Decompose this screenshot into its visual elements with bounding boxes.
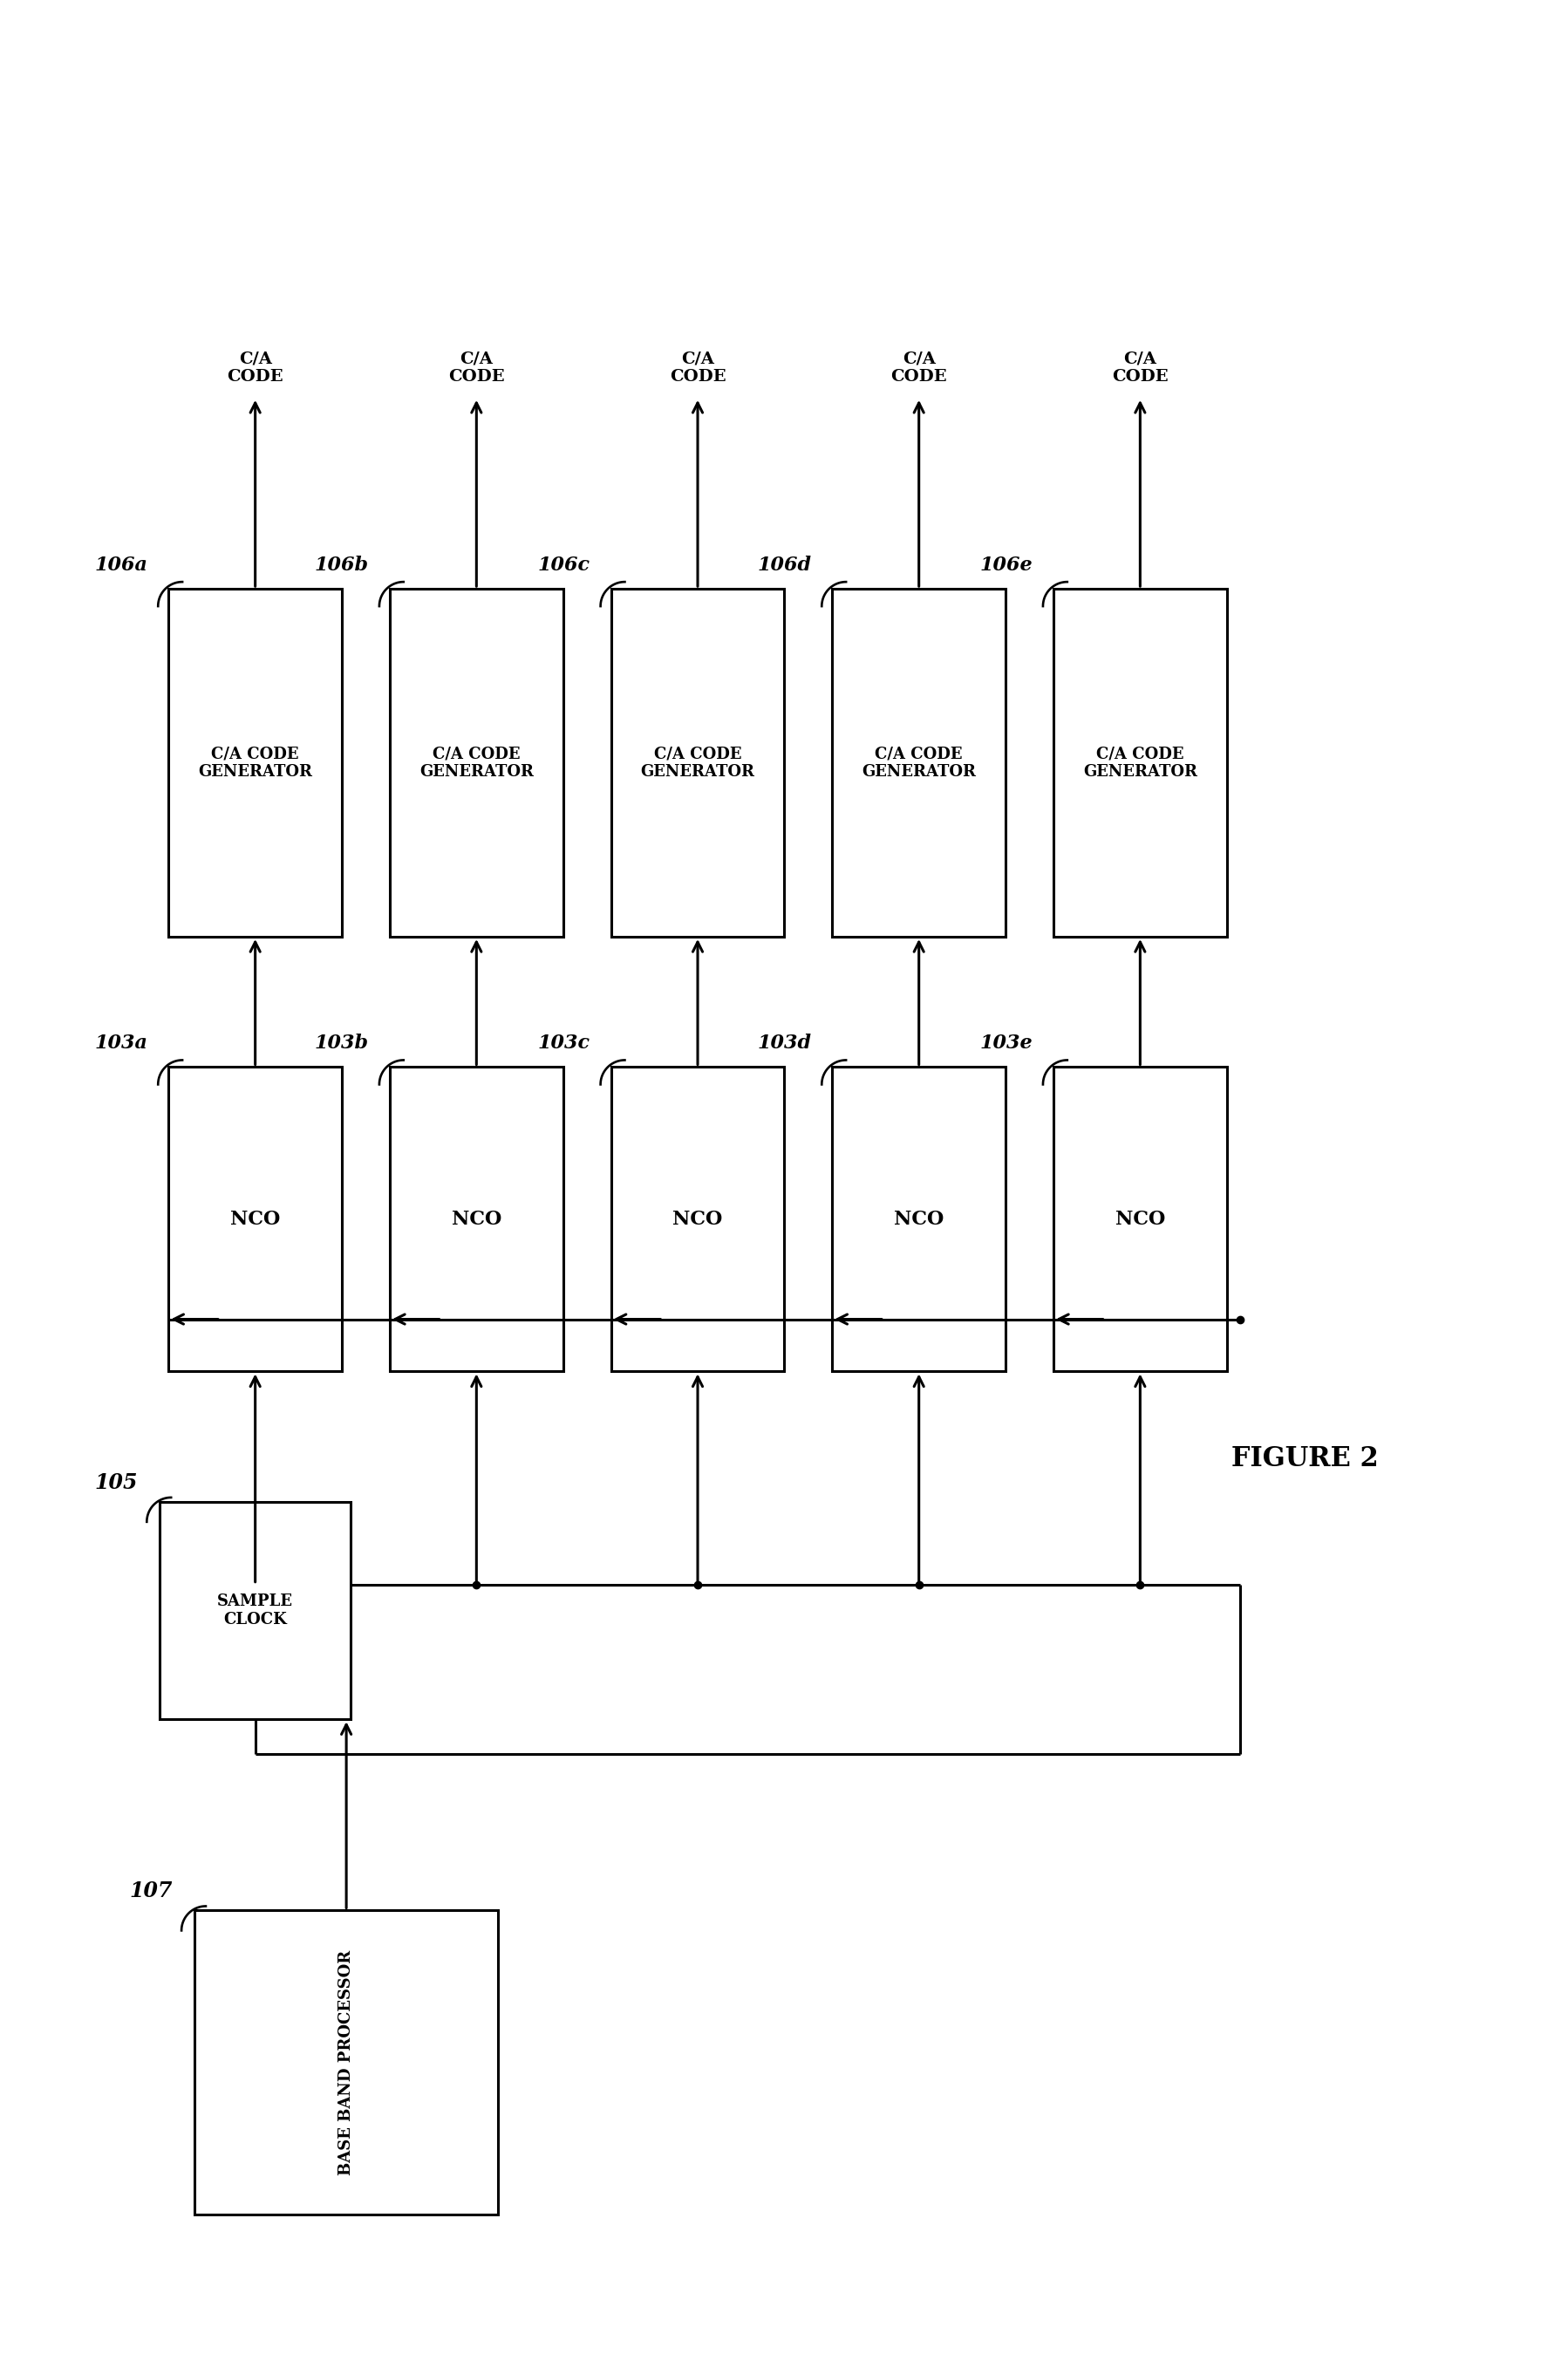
Text: 106d: 106d: [757, 556, 811, 575]
Text: 103b: 103b: [315, 1033, 368, 1052]
Text: BASE BAND PROCESSOR: BASE BAND PROCESSOR: [339, 1950, 354, 2176]
Text: NCO: NCO: [673, 1209, 723, 1228]
Text: 107: 107: [130, 1881, 172, 1902]
Bar: [389, 589, 563, 936]
Text: C/A CODE
GENERATOR: C/A CODE GENERATOR: [640, 746, 754, 779]
Bar: [1052, 589, 1226, 936]
Text: 103c: 103c: [538, 1033, 590, 1052]
Bar: [831, 1066, 1005, 1370]
Bar: [389, 1066, 563, 1370]
Text: C/A
CODE: C/A CODE: [227, 352, 284, 385]
Text: SAMPLE
CLOCK: SAMPLE CLOCK: [218, 1594, 293, 1627]
Bar: [1052, 1066, 1226, 1370]
Text: NCO: NCO: [1115, 1209, 1165, 1228]
Text: C/A
CODE: C/A CODE: [1112, 352, 1168, 385]
Text: C/A CODE
GENERATOR: C/A CODE GENERATOR: [1082, 746, 1196, 779]
Text: 106c: 106c: [538, 556, 590, 575]
Text: 106b: 106b: [315, 556, 368, 575]
Text: C/A
CODE: C/A CODE: [448, 352, 505, 385]
Bar: [610, 589, 784, 936]
Text: FIGURE 2: FIGURE 2: [1231, 1444, 1378, 1472]
Text: 106e: 106e: [978, 556, 1032, 575]
Text: C/A
CODE: C/A CODE: [670, 352, 726, 385]
Bar: [610, 1066, 784, 1370]
Text: 103a: 103a: [94, 1033, 147, 1052]
Bar: [831, 589, 1005, 936]
Text: 105: 105: [96, 1472, 138, 1494]
Bar: [168, 589, 342, 936]
Bar: [160, 1501, 351, 1720]
Text: 103d: 103d: [757, 1033, 811, 1052]
Text: C/A
CODE: C/A CODE: [891, 352, 947, 385]
Text: NCO: NCO: [894, 1209, 944, 1228]
Bar: [168, 1066, 342, 1370]
Text: C/A CODE
GENERATOR: C/A CODE GENERATOR: [861, 746, 975, 779]
Text: C/A CODE
GENERATOR: C/A CODE GENERATOR: [419, 746, 533, 779]
Bar: [194, 1910, 499, 2216]
Text: NCO: NCO: [230, 1209, 281, 1228]
Text: 106a: 106a: [94, 556, 147, 575]
Text: NCO: NCO: [452, 1209, 502, 1228]
Text: C/A CODE
GENERATOR: C/A CODE GENERATOR: [198, 746, 312, 779]
Text: 103e: 103e: [978, 1033, 1032, 1052]
